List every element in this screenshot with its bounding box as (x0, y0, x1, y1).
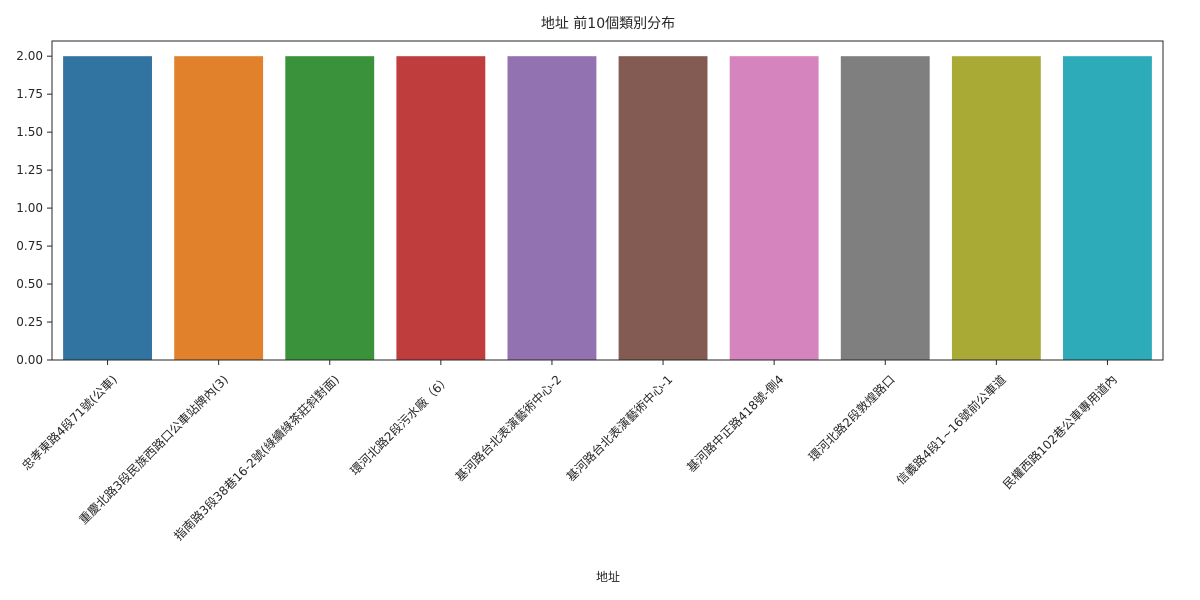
x-tick-label: 基河路台北表演藝術中心-1 (563, 372, 675, 484)
y-tick-label: 1.75 (16, 87, 43, 101)
bar-4 (396, 56, 486, 360)
bar-8 (840, 56, 930, 360)
y-tick-label: 0.25 (16, 315, 43, 329)
bar-9 (951, 56, 1041, 360)
x-tick-label: 基河路中正路418號-側4 (683, 372, 786, 475)
chart-title: 地址 前10個類別分布 (541, 15, 675, 32)
y-tick-label: 2.00 (16, 49, 43, 63)
bar-2 (174, 56, 264, 360)
y-tick-label: 0.50 (16, 277, 43, 291)
bar-1 (63, 56, 152, 360)
y-tick-label: 0.75 (16, 239, 43, 253)
y-tick-label: 1.50 (16, 125, 43, 139)
x-tick-label: 基河路台北表演藝術中心-2 (452, 372, 564, 484)
bars-layer (63, 56, 1152, 360)
x-axis: 忠孝東路4段71號(公車)重慶北路3段民族西路口公車站牌內(3)指南路3段38巷… (19, 360, 1120, 543)
y-tick-label: 1.00 (16, 201, 43, 215)
x-tick-label: 民權西路102巷公車專用道內 (1000, 372, 1120, 492)
bar-7 (729, 56, 819, 360)
x-tick-label: 環河北路2段污水廠（6） (347, 372, 453, 478)
bar-5 (507, 56, 597, 360)
x-tick-label: 信義路4段1~16號前公車道 (893, 372, 1009, 488)
y-tick-label: 0.00 (16, 353, 43, 367)
plot-frame (51, 40, 1164, 361)
bar-10 (1063, 56, 1152, 360)
x-tick-label: 環河北路2段敦煌路口 (805, 372, 897, 464)
x-tick-label: 忠孝東路4段71號(公車) (19, 372, 120, 473)
y-axis: 0.00 0.25 0.50 0.75 1.00 1.25 1.50 1.75 2.00 (16, 49, 52, 367)
y-tick-label: 1.25 (16, 163, 43, 177)
x-axis-label: 地址 (596, 570, 620, 584)
bar-3 (285, 56, 375, 360)
bar-6 (618, 56, 708, 360)
